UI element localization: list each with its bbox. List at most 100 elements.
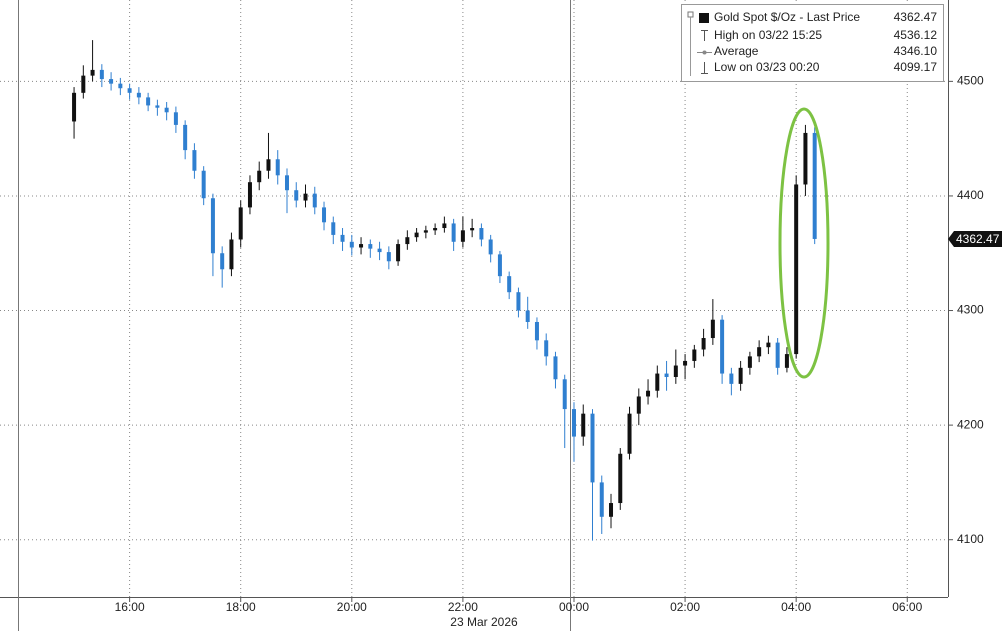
candle-body bbox=[488, 239, 493, 255]
candle-body bbox=[738, 367, 743, 384]
candle-body bbox=[729, 373, 734, 384]
candle-body bbox=[497, 254, 502, 277]
candle-body bbox=[803, 132, 808, 185]
candle-body bbox=[414, 232, 419, 238]
candle-body bbox=[479, 228, 484, 240]
last-price-tag bbox=[948, 230, 1002, 247]
candle-body bbox=[118, 83, 123, 89]
candle-body bbox=[794, 184, 799, 355]
candle-body bbox=[571, 409, 576, 437]
candle-body bbox=[155, 105, 160, 108]
candle-body bbox=[442, 223, 447, 229]
candle-body bbox=[618, 453, 623, 504]
candle-body bbox=[90, 69, 95, 76]
candle-body bbox=[784, 354, 789, 368]
candle-body bbox=[627, 413, 632, 454]
candle-body bbox=[146, 97, 151, 106]
candle-body bbox=[525, 310, 530, 322]
y-tick-label: 4400 bbox=[957, 188, 984, 202]
legend-icon bbox=[699, 13, 709, 23]
candle-body bbox=[423, 230, 428, 233]
candle-body bbox=[220, 253, 225, 270]
candle-body bbox=[655, 373, 660, 391]
legend-label: Low on 03/23 00:20 bbox=[714, 60, 820, 74]
x-tick-label: 06:00 bbox=[892, 600, 922, 614]
legend-value: 4346.10 bbox=[894, 44, 938, 58]
legend-value: 4099.17 bbox=[894, 60, 938, 74]
candle-body bbox=[72, 92, 77, 122]
candle-body bbox=[646, 390, 651, 397]
candle-body bbox=[210, 198, 215, 254]
y-tick-label: 4300 bbox=[957, 303, 984, 317]
highlight-ellipse bbox=[778, 107, 830, 379]
candle-body bbox=[368, 244, 373, 249]
candle-body bbox=[229, 239, 234, 270]
candle-body bbox=[599, 482, 604, 517]
candle-body bbox=[460, 230, 465, 242]
candle-body bbox=[470, 228, 475, 231]
candle-body bbox=[294, 190, 299, 201]
candle-body bbox=[322, 207, 327, 223]
candle-body bbox=[386, 252, 391, 262]
x-tick-label: 18:00 bbox=[226, 600, 256, 614]
candle-body bbox=[720, 319, 725, 374]
legend-icon bbox=[702, 50, 707, 55]
candle-body bbox=[757, 347, 762, 357]
candle-body bbox=[266, 159, 271, 171]
candle-body bbox=[312, 193, 317, 208]
legend: Gold Spot $/Oz - Last Price 4362.47 High o… bbox=[681, 4, 944, 82]
candle-body bbox=[775, 342, 780, 368]
x-tick-label: 02:00 bbox=[670, 600, 700, 614]
x-tick-label: 20:00 bbox=[337, 600, 367, 614]
legend-box bbox=[681, 4, 944, 82]
candle-body bbox=[136, 92, 141, 98]
candle-body bbox=[747, 356, 752, 368]
candle-body bbox=[673, 365, 678, 377]
candle-body bbox=[257, 170, 262, 183]
date-label: 23 Mar 2026 bbox=[450, 615, 518, 629]
y-tick-label: 4100 bbox=[957, 532, 984, 546]
legend-value: 4362.47 bbox=[894, 10, 938, 24]
candle-body bbox=[766, 342, 771, 348]
candle-body bbox=[609, 503, 614, 517]
candle-body bbox=[284, 175, 289, 191]
y-tick-label: 4200 bbox=[957, 417, 984, 431]
x-tick-label: 00:00 bbox=[559, 600, 589, 614]
candle-body bbox=[553, 356, 558, 380]
legend-value: 4536.12 bbox=[894, 28, 938, 42]
candle-body bbox=[127, 88, 132, 93]
candle-body bbox=[636, 396, 641, 414]
candle-body bbox=[183, 124, 188, 151]
candle-body bbox=[710, 319, 715, 339]
candle-body bbox=[192, 150, 197, 171]
candle-body bbox=[201, 170, 206, 199]
candle-body bbox=[275, 159, 280, 176]
candle-body bbox=[405, 237, 410, 245]
candle-body bbox=[99, 69, 104, 80]
candle-body bbox=[664, 373, 669, 377]
candle-body bbox=[81, 75, 86, 93]
candle-body bbox=[544, 340, 549, 357]
legend-label: Gold Spot $/Oz - Last Price bbox=[714, 10, 860, 24]
candles bbox=[72, 40, 817, 541]
candle-body bbox=[516, 292, 521, 311]
x-tick-label: 04:00 bbox=[781, 600, 811, 614]
candle-body bbox=[433, 228, 438, 231]
candle-body bbox=[534, 321, 539, 341]
candle-body bbox=[590, 413, 595, 483]
candle-body bbox=[683, 360, 688, 366]
candle-body bbox=[109, 79, 114, 84]
candle-body bbox=[507, 276, 512, 293]
candle-body bbox=[692, 349, 697, 361]
candle-body bbox=[359, 244, 364, 248]
candle-body bbox=[701, 338, 706, 350]
legend-label: Average bbox=[714, 44, 759, 58]
candle-body bbox=[812, 132, 817, 239]
candle-body bbox=[247, 182, 252, 208]
candle-body bbox=[340, 234, 345, 242]
x-tick-label: 22:00 bbox=[448, 600, 478, 614]
candle-body bbox=[377, 248, 382, 253]
legend-label: High on 03/22 15:25 bbox=[714, 28, 822, 42]
